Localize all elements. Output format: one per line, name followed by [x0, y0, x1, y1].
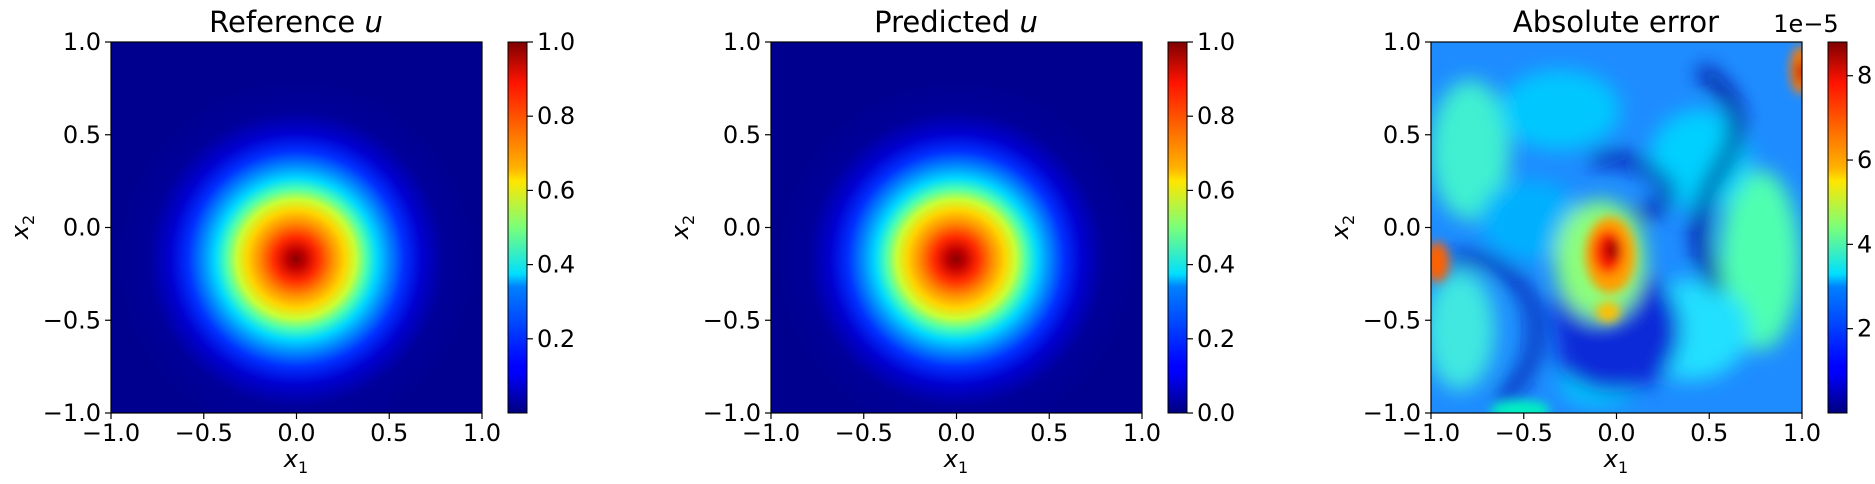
- x-tick-label: −0.5: [1495, 419, 1553, 447]
- y-tick-label: 0.0: [63, 214, 101, 242]
- y-axis-label-reference: x2: [6, 215, 38, 240]
- colorbar-tick-label: 0.0: [1197, 399, 1235, 427]
- colorbar-tick-label: 0.6: [1197, 176, 1235, 204]
- plot-title-predicted: Predicted u: [874, 5, 1038, 39]
- x-axis-label-reference: x1: [283, 445, 308, 477]
- colorbar-tick-label: 4: [1857, 230, 1872, 258]
- y-tick-label: 0.0: [723, 214, 761, 242]
- x-tick-label: 1.0: [1123, 419, 1161, 447]
- y-ticks-predicted: −1.0 −0.5 0.0 0.5 1.0: [703, 28, 771, 427]
- x-axis-label-predicted: x1: [943, 445, 968, 477]
- panel-reference: Reference u −1.0 −0.5 0.0 0.5 1.0 −1.0 −0.5 0.…: [6, 5, 575, 477]
- y-axis-label-predicted: x2: [666, 215, 698, 240]
- colorbar-tick-label: 2: [1857, 315, 1872, 343]
- x-tick-label: 1.0: [1783, 419, 1821, 447]
- x-tick-label: 0.0: [937, 419, 975, 447]
- x-tick-label: −1.0: [742, 419, 800, 447]
- y-tick-label: −1.0: [1363, 399, 1421, 427]
- y-tick-label: 0.0: [1383, 214, 1421, 242]
- colorbar-tick-label: 8: [1857, 62, 1872, 90]
- y-tick-label: −1.0: [43, 399, 101, 427]
- x-tick-label: 0.5: [1690, 419, 1728, 447]
- y-tick-label: 1.0: [723, 28, 761, 56]
- x-tick-label: 0.0: [1597, 419, 1635, 447]
- x-ticks-predicted: −1.0 −0.5 0.0 0.5 1.0: [742, 413, 1161, 447]
- y-tick-label: −0.5: [703, 306, 761, 334]
- colorbar-tick-label: 0.2: [1197, 325, 1235, 353]
- colorbar-ticks-predicted: 0.0 0.2 0.4 0.6 0.8 1.0: [1187, 28, 1235, 427]
- y-tick-label: −1.0: [703, 399, 761, 427]
- y-tick-label: 1.0: [63, 28, 101, 56]
- y-tick-label: 0.5: [723, 121, 761, 149]
- colorbar-tick-label: 0.6: [537, 176, 575, 204]
- colorbar-offset-error: 1e−5: [1773, 10, 1838, 38]
- colorbar-ticks-reference: 0.2 0.4 0.6 0.8 1.0: [527, 28, 575, 353]
- x-tick-label: −0.5: [835, 419, 893, 447]
- heatmap-error-field: [1431, 46, 1802, 413]
- plot-title-error: Absolute error: [1513, 5, 1719, 39]
- colorbar-tick-label: 6: [1857, 146, 1872, 174]
- x-tick-label: −1.0: [1402, 419, 1460, 447]
- colorbar-reference: [507, 41, 528, 414]
- y-tick-label: 0.5: [63, 121, 101, 149]
- colorbar-tick-label: 1.0: [1197, 28, 1235, 56]
- y-tick-label: 1.0: [1383, 28, 1421, 56]
- y-axis-label-error: x2: [1326, 215, 1358, 240]
- x-tick-label: −0.5: [175, 419, 233, 447]
- panel-error: Absolute error −1.0 −0.5 0.0 0.5 1.0 −1.0 −0.…: [1326, 5, 1872, 477]
- y-ticks-error: −1.0 −0.5 0.0 0.5 1.0: [1363, 28, 1431, 427]
- heatmap-predicted-bump: [776, 79, 1136, 413]
- colorbar-tick-label: 1.0: [537, 28, 575, 56]
- panel-predicted: Predicted u −1.0 −0.5 0.0 0.5 1.0 −1.0 −0.5 0.…: [666, 5, 1235, 477]
- colorbar-tick-label: 0.8: [1197, 102, 1235, 130]
- y-ticks-reference: −1.0 −0.5 0.0 0.5 1.0: [43, 28, 111, 427]
- heatmap-reference-bump: [116, 79, 476, 413]
- colorbar-tick-label: 0.4: [1197, 251, 1235, 279]
- x-tick-label: 0.5: [1030, 419, 1068, 447]
- colorbar-tick-label: 0.8: [537, 102, 575, 130]
- colorbar-error: [1827, 41, 1848, 414]
- x-tick-label: 0.5: [370, 419, 408, 447]
- y-tick-label: −0.5: [1363, 306, 1421, 334]
- colorbar-tick-label: 0.4: [537, 251, 575, 279]
- colorbar-ticks-error: 2 4 6 8: [1847, 62, 1872, 343]
- x-ticks-error: −1.0 −0.5 0.0 0.5 1.0: [1402, 413, 1821, 447]
- y-tick-label: 0.5: [1383, 121, 1421, 149]
- y-tick-label: −0.5: [43, 306, 101, 334]
- colorbar-predicted: [1167, 41, 1188, 414]
- x-axis-label-error: x1: [1603, 445, 1628, 477]
- x-ticks-reference: −1.0 −0.5 0.0 0.5 1.0: [82, 413, 501, 447]
- x-tick-label: 0.0: [277, 419, 315, 447]
- x-tick-label: 1.0: [463, 419, 501, 447]
- colorbar-tick-label: 0.2: [537, 325, 575, 353]
- x-tick-label: −1.0: [82, 419, 140, 447]
- plot-title-reference: Reference u: [209, 5, 383, 39]
